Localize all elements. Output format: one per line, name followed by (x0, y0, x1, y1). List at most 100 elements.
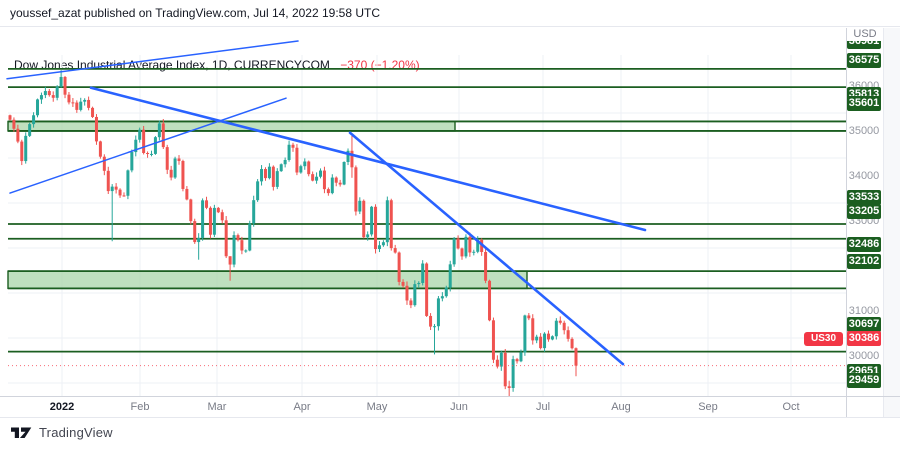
published-bar: youssef_azat published on TradingView.co… (0, 0, 900, 27)
candle-body (448, 264, 452, 288)
candle-body (499, 352, 503, 367)
candle-body (185, 188, 189, 200)
candle-body (425, 263, 429, 316)
candle-body (381, 242, 385, 246)
candle-body (157, 123, 161, 138)
candle-body (87, 99, 91, 108)
candle-body (523, 315, 527, 353)
candle-body (546, 333, 550, 340)
candle-body (413, 284, 417, 306)
candle-body (67, 94, 71, 103)
candle-body (342, 162, 346, 185)
candle-body (126, 170, 130, 196)
candle-body (354, 167, 358, 212)
candle-body (275, 171, 279, 187)
candle-body (118, 189, 122, 196)
candle-body (287, 144, 291, 160)
time-tick-label: Sep (698, 401, 718, 413)
chart-legend[interactable]: Dow Jones Industrial Average Index, 1D, … (14, 58, 420, 72)
candle-body (346, 150, 350, 163)
candle-body (205, 200, 209, 208)
candle-body (326, 189, 330, 194)
candle-body (488, 280, 492, 321)
candle-body (138, 129, 142, 140)
candle-body (322, 170, 326, 190)
candle-body (165, 147, 169, 170)
candle-body (417, 282, 421, 285)
candle-body (480, 239, 484, 253)
footer-bar: TradingView (0, 418, 900, 445)
candle-body (311, 174, 315, 181)
candle-body (201, 200, 205, 238)
price-axis[interactable]: USD 360003500034000330003200031000300003… (847, 28, 883, 417)
candle-body (12, 119, 16, 129)
candle-body (142, 129, 146, 154)
candle-body (228, 256, 232, 265)
candle-body (20, 141, 24, 162)
supply-demand-zone (7, 120, 456, 132)
candle-body (212, 207, 216, 235)
candle-body (63, 77, 67, 95)
candle-body (409, 300, 413, 306)
candle-body (405, 285, 409, 301)
candle-body (503, 352, 507, 387)
candle-body (511, 359, 515, 388)
chart-area[interactable]: Dow Jones Industrial Average Index, 1D, … (0, 27, 900, 423)
candle-body (389, 200, 393, 249)
tradingview-mark-icon (11, 427, 32, 438)
candle-body (432, 326, 436, 328)
candle-body (295, 147, 299, 173)
candle-body (550, 336, 554, 340)
candle-body (236, 235, 240, 241)
candle-body (216, 207, 220, 213)
candle-body (279, 164, 283, 172)
time-tick-label: Jul (535, 401, 551, 413)
symbol-price-tag: US30 (803, 331, 843, 346)
candle-body (330, 177, 334, 194)
candle-body (43, 91, 47, 96)
candle-body (98, 141, 102, 157)
candle-body (507, 386, 511, 388)
trendline-falling-major (89, 86, 647, 232)
tradingview-logo[interactable]: TradingView (10, 424, 113, 441)
candle-body (28, 124, 32, 136)
candle-body (574, 348, 578, 366)
candle-body (102, 156, 106, 171)
candle-body (114, 186, 118, 190)
candle-body (208, 207, 212, 235)
candle-body (193, 221, 197, 243)
candle-body (366, 234, 370, 238)
price-tick-label: 30000 (848, 350, 880, 362)
candle-body (421, 263, 425, 283)
candle-body (252, 200, 256, 224)
time-tick-label: Apr (293, 401, 311, 413)
candle-body (24, 135, 28, 162)
candle-body (397, 252, 401, 282)
price-tick-label: 34000 (848, 170, 880, 182)
candle-body (440, 296, 444, 299)
candle-body (377, 245, 381, 250)
candle-body (83, 99, 87, 102)
candle-body (429, 315, 433, 327)
candle-body (452, 238, 456, 265)
candle-body (122, 195, 126, 197)
candle-body (161, 123, 165, 148)
candle-body (134, 139, 138, 153)
legend-change-text: −370 (−1.20%) (340, 58, 420, 72)
candle-body (47, 91, 51, 96)
candle-body (75, 102, 79, 110)
candle-body (260, 169, 264, 182)
candle-body (94, 116, 98, 142)
time-tick-label: Mar (207, 401, 227, 413)
candle-body (472, 251, 476, 253)
time-tick-label: Jun (450, 401, 468, 413)
time-axis[interactable]: 2022 Feb Mar Apr May Jun Jul Aug Sep Oct (0, 397, 846, 417)
candle-body (484, 252, 488, 281)
candle-body (558, 320, 562, 323)
candle-body (256, 181, 260, 201)
candle-body (189, 199, 193, 222)
current-price-label: 30386 (847, 331, 881, 347)
candle-body (464, 236, 468, 257)
candle-body (436, 298, 440, 327)
candle-body (527, 315, 531, 319)
